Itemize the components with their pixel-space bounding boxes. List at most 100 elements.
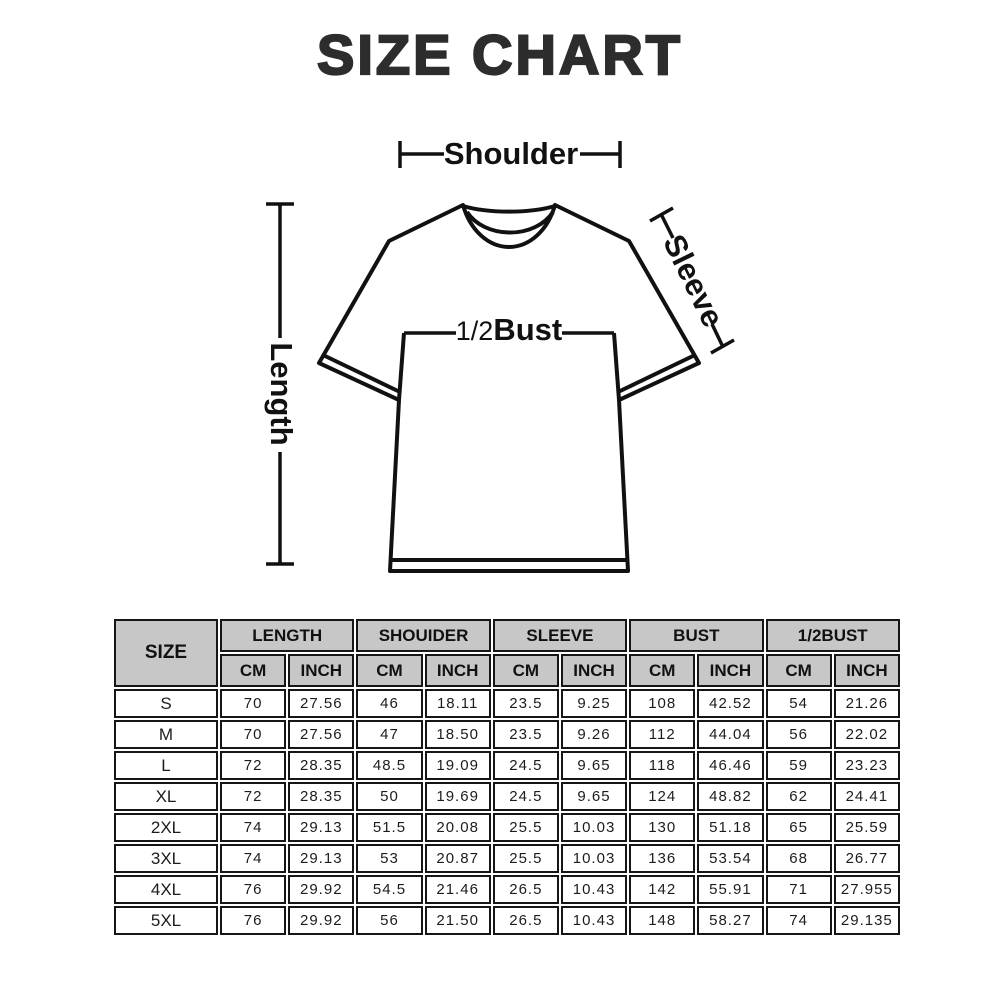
sleeve-label: Sleeve [656, 228, 731, 333]
table-row: 4XL 76 29.92 54.5 21.46 26.5 10.43 142 5… [114, 875, 900, 904]
half-bust-label: 1/2Bust [456, 312, 562, 348]
unit-header-cm: CM [765, 654, 832, 687]
group-header-shoulder: SHOUIDER [356, 619, 491, 652]
value-cell: 72 [220, 751, 287, 780]
size-cell: 2XL [114, 813, 218, 842]
value-cell: 76 [220, 875, 287, 904]
value-cell: 118 [629, 751, 696, 780]
value-cell: 72 [220, 782, 287, 811]
size-cell: XL [114, 782, 218, 811]
value-cell: 51.18 [697, 813, 764, 842]
value-cell: 21.46 [424, 875, 491, 904]
value-cell: 56 [765, 720, 832, 749]
value-cell: 9.26 [560, 720, 628, 749]
value-cell: 53 [356, 844, 423, 873]
sleeve-line-top [659, 213, 675, 239]
unit-header-cm: CM [356, 654, 423, 687]
cuff-line-left [322, 353, 401, 394]
table-row: 2XL 74 29.13 51.5 20.08 25.5 10.03 130 5… [114, 813, 900, 842]
value-cell: 23.5 [492, 720, 559, 749]
value-cell: 23.5 [492, 689, 559, 718]
value-cell: 55.91 [697, 875, 764, 904]
size-cell: S [114, 689, 218, 718]
unit-header-cm: CM [629, 654, 696, 687]
tshirt-outline [317, 203, 701, 573]
value-cell: 9.25 [560, 689, 628, 718]
collar-band-arc [465, 210, 555, 235]
table-row: S 70 27.56 46 18.11 23.5 9.25 108 42.52 … [114, 689, 900, 718]
value-cell: 76 [220, 906, 287, 935]
value-cell: 28.35 [288, 782, 355, 811]
value-cell: 18.50 [424, 720, 491, 749]
value-cell: 108 [629, 689, 696, 718]
value-cell: 27.56 [288, 689, 355, 718]
value-cell: 18.11 [424, 689, 491, 718]
value-cell: 19.09 [424, 751, 491, 780]
value-cell: 10.03 [560, 813, 628, 842]
sleeve-line-bottom [710, 323, 725, 348]
size-cell: M [114, 720, 218, 749]
value-cell: 27.955 [833, 875, 900, 904]
value-cell: 26.5 [492, 875, 559, 904]
group-header-bust: BUST [629, 619, 764, 652]
value-cell: 130 [629, 813, 696, 842]
value-cell: 23.23 [833, 751, 900, 780]
value-cell: 47 [356, 720, 423, 749]
value-cell: 24.5 [492, 751, 559, 780]
group-header-row: SIZE LENGTH SHOUIDER SLEEVE BUST 1/2BUST [114, 619, 900, 687]
unit-header-inch: INCH [288, 654, 355, 687]
table-row: L 72 28.35 48.5 19.09 24.5 9.65 118 46.4… [114, 751, 900, 780]
value-cell: 21.50 [424, 906, 491, 935]
page-title: SIZE CHART [316, 22, 683, 87]
value-cell: 50 [356, 782, 423, 811]
value-cell: 59 [765, 751, 832, 780]
size-column-header: SIZE [114, 619, 218, 687]
table-row: XL 72 28.35 50 19.69 24.5 9.65 124 48.82… [114, 782, 900, 811]
value-cell: 65 [765, 813, 832, 842]
value-cell: 48.82 [697, 782, 764, 811]
group-header-sleeve: SLEEVE [492, 619, 628, 652]
value-cell: 70 [220, 720, 287, 749]
value-cell: 10.03 [560, 844, 628, 873]
value-cell: 74 [765, 906, 832, 935]
unit-header-row: CM INCH CM INCH CM INCH CM INCH CM INCH [114, 654, 900, 687]
value-cell: 70 [220, 689, 287, 718]
value-cell: 62 [765, 782, 832, 811]
sleeve-tick-bottom [710, 338, 735, 355]
value-cell: 26.77 [833, 844, 900, 873]
half-bust-word: Bust [493, 312, 563, 347]
value-cell: 29.92 [288, 906, 355, 935]
value-cell: 20.08 [424, 813, 491, 842]
value-cell: 71 [765, 875, 832, 904]
body-side-right [612, 332, 621, 401]
value-cell: 29.135 [833, 906, 900, 935]
unit-header-inch: INCH [833, 654, 900, 687]
value-cell: 46 [356, 689, 423, 718]
unit-header-inch: INCH [560, 654, 628, 687]
value-cell: 58.27 [697, 906, 764, 935]
value-cell: 29.92 [288, 875, 355, 904]
shoulder-label: Shoulder [443, 136, 579, 171]
size-cell: 5XL [114, 906, 218, 935]
value-cell: 25.5 [492, 813, 559, 842]
value-cell: 10.43 [560, 875, 628, 904]
table-row: 5XL 76 29.92 56 21.50 26.5 10.43 148 58.… [114, 906, 900, 935]
value-cell: 74 [220, 813, 287, 842]
value-cell: 19.69 [424, 782, 491, 811]
table-row: M 70 27.56 47 18.50 23.5 9.26 112 44.04 … [114, 720, 900, 749]
value-cell: 20.87 [424, 844, 491, 873]
value-cell: 44.04 [697, 720, 764, 749]
value-cell: 51.5 [356, 813, 423, 842]
unit-header-cm: CM [492, 654, 559, 687]
value-cell: 54 [765, 689, 832, 718]
size-cell: L [114, 751, 218, 780]
body-side-left [397, 332, 406, 401]
value-cell: 42.52 [697, 689, 764, 718]
table-row: 3XL 74 29.13 53 20.87 25.5 10.03 136 53.… [114, 844, 900, 873]
value-cell: 25.5 [492, 844, 559, 873]
value-cell: 56 [356, 906, 423, 935]
value-cell: 24.41 [833, 782, 900, 811]
value-cell: 68 [765, 844, 832, 873]
value-cell: 124 [629, 782, 696, 811]
